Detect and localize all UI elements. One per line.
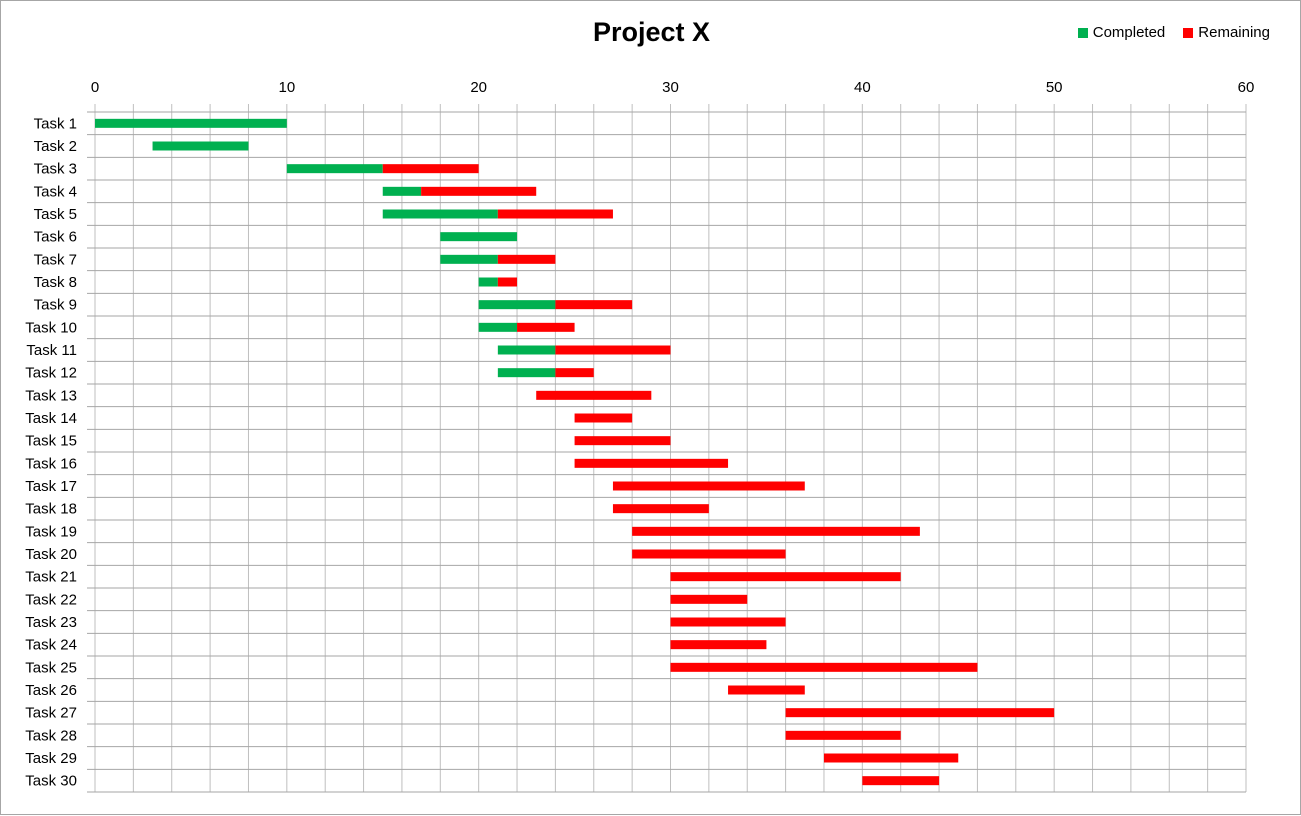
- bar-completed-task-12: [497, 368, 556, 378]
- bar-completed-task-11: [497, 345, 556, 355]
- task-label: Task 10: [25, 319, 77, 336]
- bar-remaining-task-16: [574, 458, 729, 468]
- bar-remaining-task-25: [670, 662, 978, 672]
- x-tick-label: 50: [1046, 79, 1063, 96]
- legend-label-completed: Completed: [1092, 24, 1166, 41]
- bar-completed-task-8: [478, 277, 498, 287]
- task-label: Task 6: [34, 229, 77, 246]
- task-label: Task 23: [25, 614, 77, 631]
- bar-remaining-task-29: [823, 753, 959, 763]
- bar-remaining-task-12: [555, 368, 594, 378]
- bar-remaining-task-26: [728, 685, 805, 695]
- task-label: Task 16: [25, 455, 77, 472]
- x-tick-label: 30: [662, 79, 679, 96]
- task-label: Task 15: [25, 433, 77, 450]
- x-tick-label: 10: [278, 79, 295, 96]
- task-label: Task 28: [25, 727, 77, 744]
- bar-remaining-task-8: [497, 277, 518, 287]
- bar-completed-task-1: [95, 118, 287, 128]
- bar-remaining-task-7: [497, 254, 556, 264]
- legend-item-completed: Completed: [1077, 24, 1166, 41]
- bar-remaining-task-22: [670, 594, 748, 604]
- x-tick-label: 60: [1238, 79, 1255, 96]
- task-label: Task 18: [25, 501, 77, 518]
- bar-completed-task-7: [440, 254, 498, 264]
- legend-item-remaining: Remaining: [1183, 24, 1270, 41]
- task-label: Task 7: [34, 251, 77, 268]
- bar-remaining-task-5: [497, 209, 613, 219]
- task-label: Task 17: [25, 478, 77, 495]
- task-label: Task 29: [25, 750, 77, 767]
- task-label: Task 26: [25, 682, 77, 699]
- task-label: Task 14: [25, 410, 77, 427]
- task-label: Task 4: [34, 183, 77, 200]
- bar-remaining-task-23: [670, 617, 786, 627]
- bar-remaining-task-9: [555, 300, 633, 310]
- x-tick-label: 40: [854, 79, 871, 96]
- bar-completed-task-9: [478, 300, 556, 310]
- bar-remaining-task-13: [536, 390, 652, 400]
- task-label: Task 20: [25, 546, 77, 563]
- task-label: Task 1: [34, 115, 77, 132]
- bar-completed-task-5: [382, 209, 498, 219]
- legend: Completed Remaining: [1077, 24, 1270, 41]
- task-label: Task 11: [26, 342, 77, 359]
- legend-swatch-remaining: [1183, 27, 1194, 38]
- task-label: Task 27: [25, 705, 77, 722]
- x-tick-label: 0: [91, 79, 99, 96]
- bar-remaining-task-3: [382, 164, 479, 174]
- task-label: Task 3: [34, 161, 77, 178]
- bar-remaining-task-15: [574, 436, 671, 446]
- task-label: Task 19: [25, 523, 77, 540]
- bar-completed-task-3: [286, 164, 383, 174]
- task-label: Task 30: [25, 773, 77, 790]
- bar-completed-task-2: [152, 141, 249, 151]
- task-label: Task 5: [34, 206, 77, 223]
- bar-remaining-task-27: [785, 708, 1055, 718]
- legend-label-remaining: Remaining: [1198, 24, 1270, 41]
- task-label: Task 22: [25, 591, 77, 608]
- bar-remaining-task-28: [785, 730, 901, 740]
- task-label: Task 24: [25, 637, 77, 654]
- task-label: Task 25: [25, 659, 77, 676]
- task-label: Task 2: [34, 138, 77, 155]
- bar-remaining-task-18: [612, 504, 709, 514]
- bar-remaining-task-19: [632, 526, 920, 536]
- bar-completed-task-10: [478, 322, 518, 332]
- bar-remaining-task-11: [555, 345, 671, 355]
- bar-completed-task-6: [440, 232, 518, 242]
- task-label: Task 21: [25, 569, 77, 586]
- bar-remaining-task-24: [670, 640, 767, 650]
- bar-remaining-task-30: [862, 776, 940, 786]
- task-label: Task 12: [25, 365, 77, 382]
- bar-remaining-task-4: [421, 186, 537, 196]
- bar-remaining-task-20: [632, 549, 786, 559]
- x-tick-label: 20: [470, 79, 487, 96]
- bar-remaining-task-14: [574, 413, 633, 423]
- task-label: Task 9: [34, 297, 77, 314]
- bar-remaining-task-17: [612, 481, 805, 491]
- legend-swatch-completed: [1077, 27, 1088, 38]
- task-label: Task 8: [34, 274, 77, 291]
- bar-remaining-task-21: [670, 572, 901, 582]
- bar-completed-task-4: [382, 186, 422, 196]
- bar-remaining-task-10: [517, 322, 575, 332]
- chart-title: Project X: [592, 17, 711, 47]
- task-label: Task 13: [25, 387, 77, 404]
